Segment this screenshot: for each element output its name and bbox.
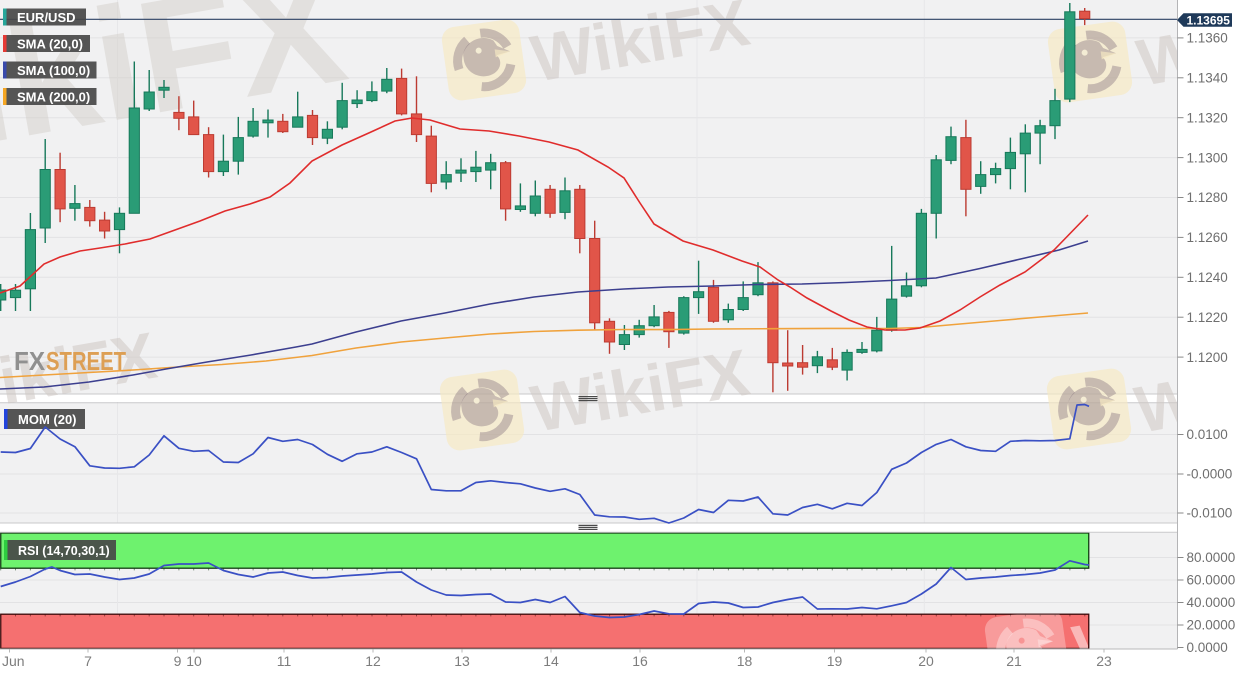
svg-text:23: 23 [1096,653,1112,669]
svg-text:1.1360: 1.1360 [1187,31,1228,46]
svg-text:20.0000: 20.0000 [1187,618,1236,633]
svg-text:60.0000: 60.0000 [1187,573,1236,588]
svg-text:1.1300: 1.1300 [1187,150,1228,165]
svg-text:10: 10 [186,653,202,669]
svg-text:SMA (200,0): SMA (200,0) [17,89,90,104]
svg-text:13: 13 [454,653,470,669]
svg-text:0.0000: 0.0000 [1187,640,1228,655]
svg-text:RSI (14,70,30,1): RSI (14,70,30,1) [18,544,110,558]
svg-text:1.1240: 1.1240 [1187,270,1228,285]
svg-text:1.1340: 1.1340 [1187,71,1228,86]
svg-text:1.1280: 1.1280 [1187,190,1228,205]
svg-text:14: 14 [543,653,559,669]
svg-text:11: 11 [277,653,292,669]
svg-text:12: 12 [365,653,381,669]
svg-text:1.1220: 1.1220 [1187,310,1228,325]
svg-text:EUR/USD: EUR/USD [17,10,76,25]
svg-text:9: 9 [174,653,182,669]
svg-text:-0.0100: -0.0100 [1187,506,1233,521]
svg-text:21: 21 [1006,653,1022,669]
svg-text:19: 19 [827,653,843,669]
svg-text:-0.0000: -0.0000 [1187,467,1233,482]
svg-text:20: 20 [918,653,934,669]
svg-text:40.0000: 40.0000 [1187,595,1236,610]
svg-text:16: 16 [632,653,648,669]
svg-text:FX: FX [14,346,46,376]
svg-text:0.0100: 0.0100 [1187,427,1228,442]
svg-text:Jun: Jun [2,653,25,669]
svg-text:WikiFX: WikiFX [1068,575,1248,676]
svg-text:80.0000: 80.0000 [1187,550,1236,565]
svg-text:1.1260: 1.1260 [1187,230,1228,245]
svg-text:MOM (20): MOM (20) [18,412,77,427]
svg-text:7: 7 [84,653,92,669]
svg-text:18: 18 [737,653,753,669]
svg-text:SMA (100,0): SMA (100,0) [17,63,90,78]
svg-text:1.1320: 1.1320 [1187,110,1228,125]
svg-text:1.13695: 1.13695 [1187,13,1231,27]
svg-text:SMA (20,0): SMA (20,0) [17,36,83,51]
svg-text:1.1200: 1.1200 [1187,350,1228,365]
